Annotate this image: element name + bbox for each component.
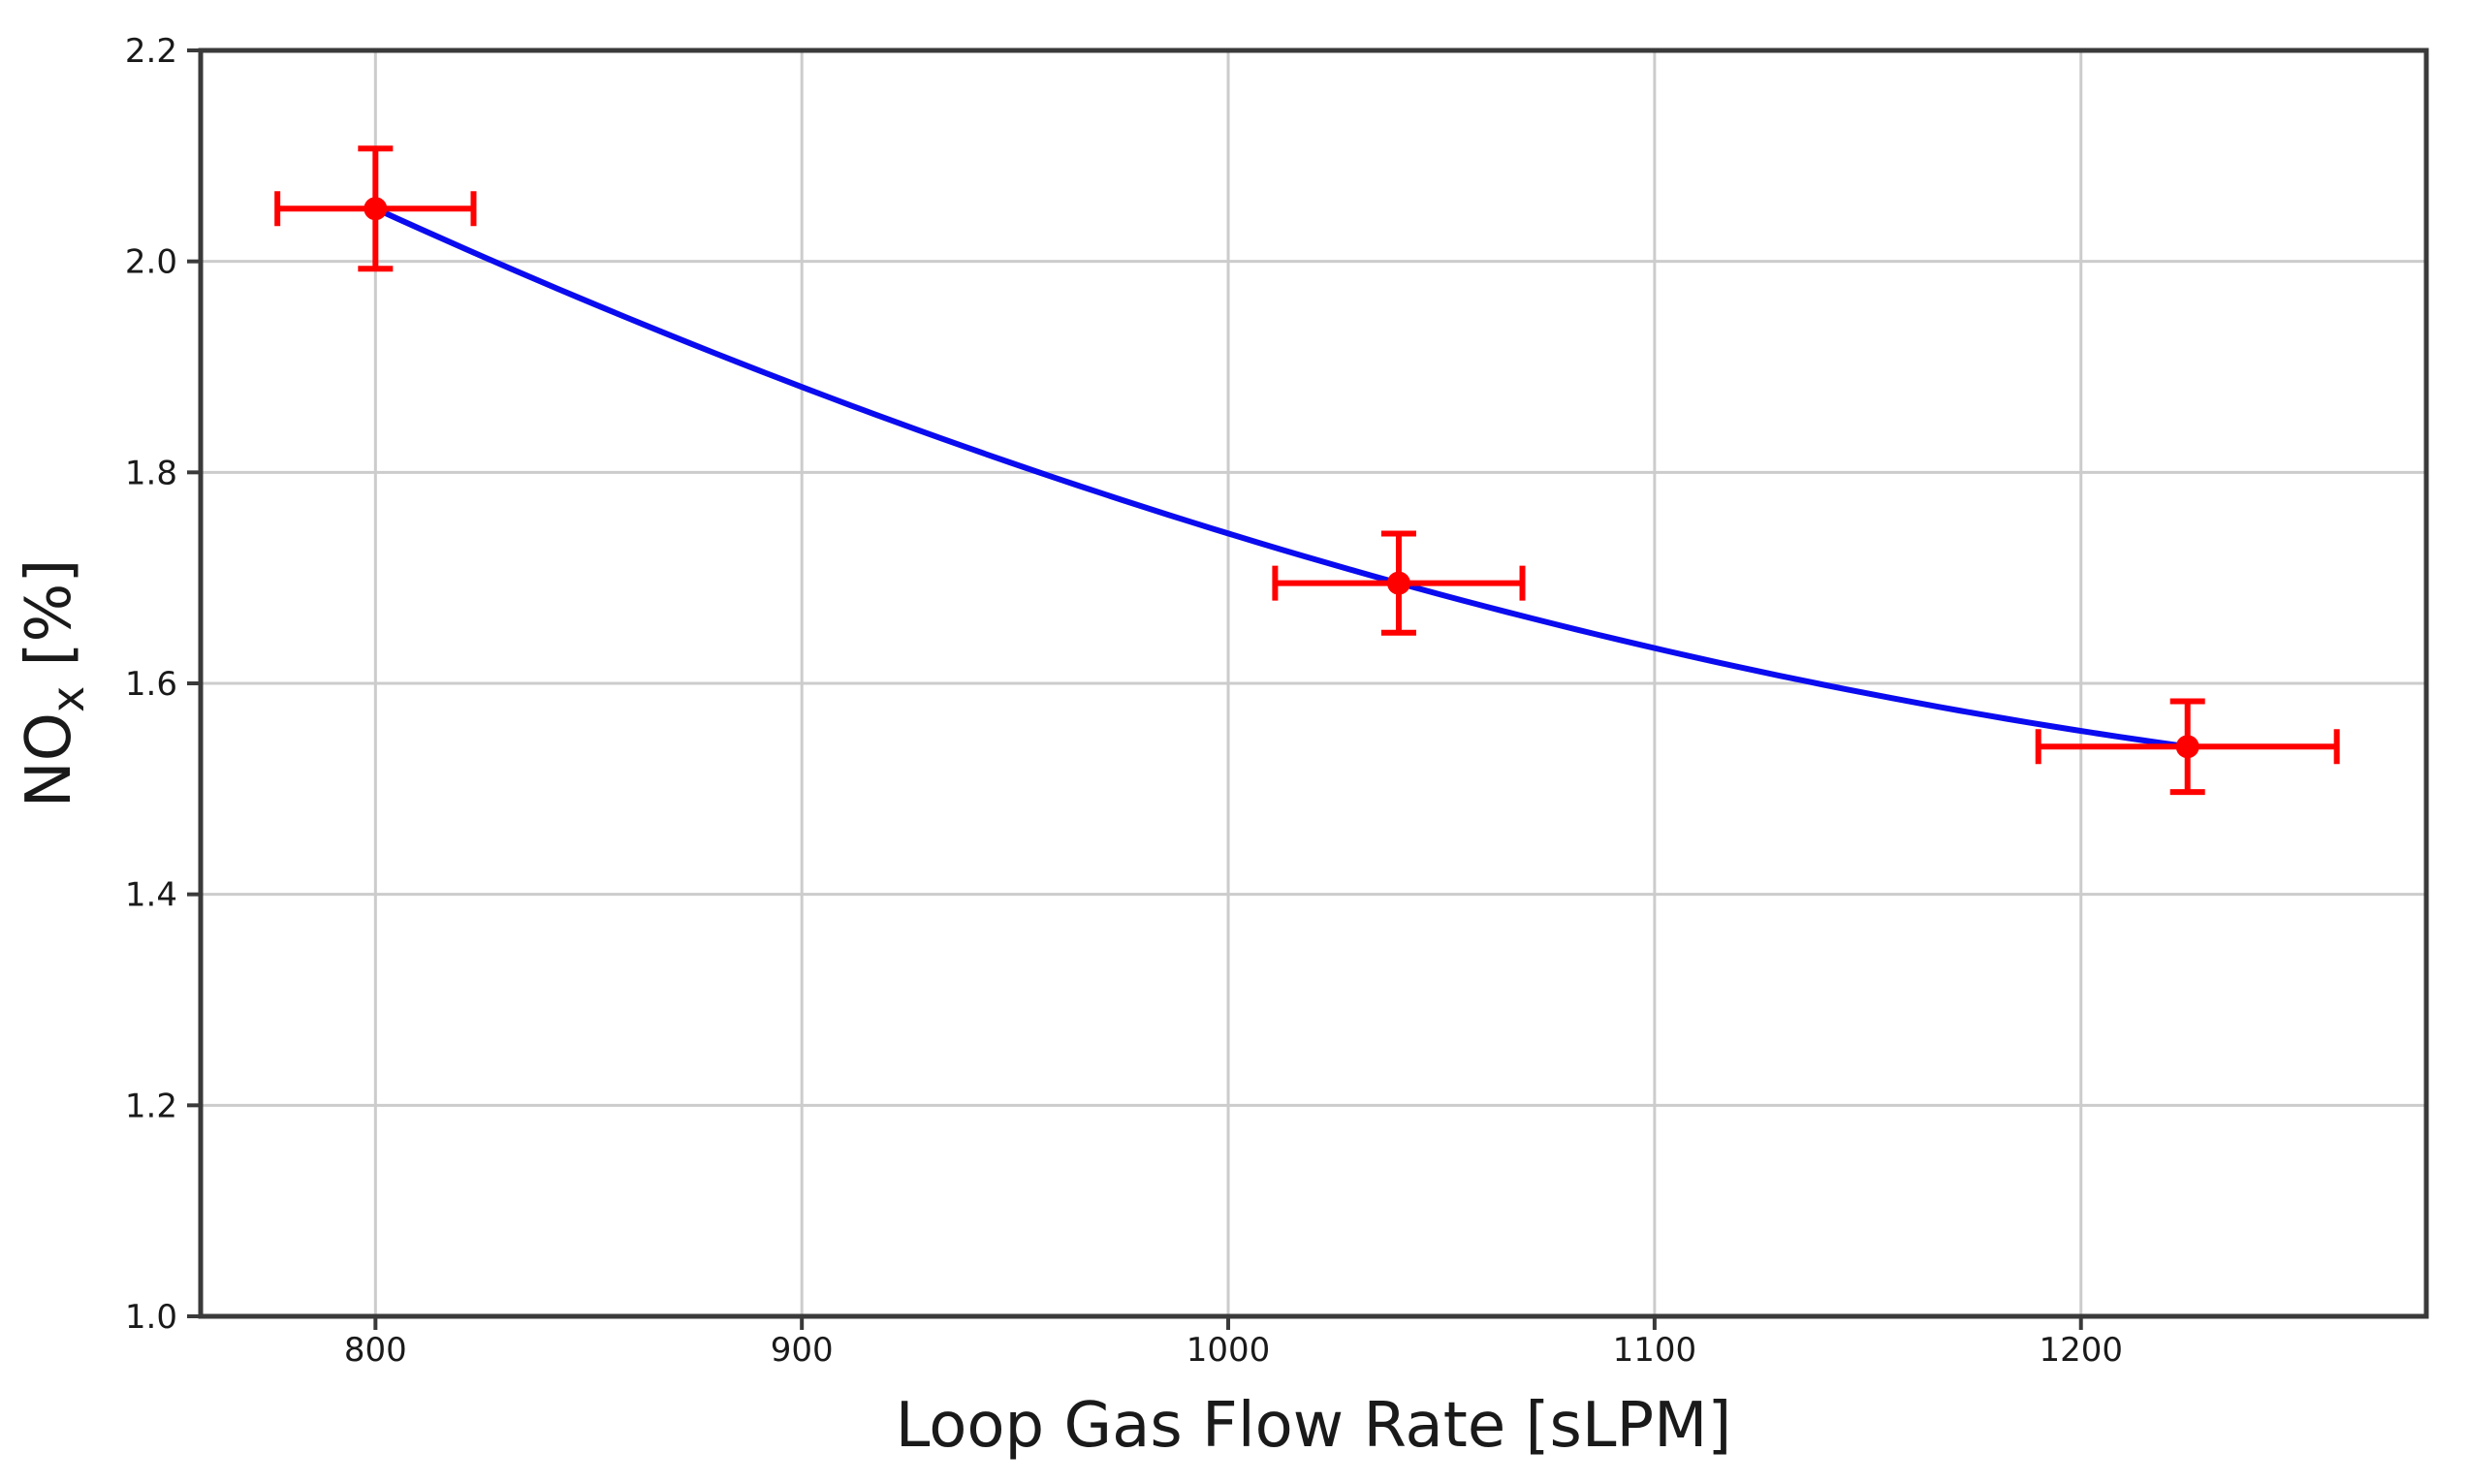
y-tick-label: 1.4 — [125, 876, 177, 915]
x-tick-labels: 800 900 1000 1100 1200 — [344, 1331, 2123, 1370]
data-point — [1386, 571, 1410, 595]
y-tick-label: 1.8 — [125, 454, 177, 492]
y-tick-label: 2.0 — [125, 243, 177, 282]
error-bars-layer — [274, 145, 2340, 796]
plot-border — [198, 47, 2429, 1319]
x-tick-label: 1200 — [2039, 1331, 2123, 1370]
y-tick-labels: 1.0 1.2 1.4 1.6 1.8 2.0 2.2 — [125, 32, 177, 1337]
y-tick-label: 2.2 — [125, 32, 177, 71]
fit-curve-layer — [372, 205, 2191, 750]
y-tick-label: 1.6 — [125, 665, 177, 704]
data-point — [364, 197, 388, 221]
data-point — [2175, 735, 2199, 759]
x-tick-label: 800 — [344, 1331, 407, 1370]
x-tick-label: 1000 — [1187, 1331, 1271, 1370]
x-tick-label: 900 — [771, 1331, 834, 1370]
x-tick-label: 1100 — [1613, 1331, 1697, 1370]
x-axis-label: Loop Gas Flow Rate [sLPM] — [896, 1390, 1732, 1462]
axis-ticks — [187, 48, 2083, 1330]
gridlines — [201, 48, 2426, 1318]
y-tick-label: 1.0 — [125, 1298, 177, 1337]
data-points-layer — [364, 197, 2199, 759]
y-tick-label: 1.2 — [125, 1087, 177, 1125]
fit-curve — [372, 205, 2191, 750]
y-axis-label: NOx [%] — [14, 559, 94, 808]
